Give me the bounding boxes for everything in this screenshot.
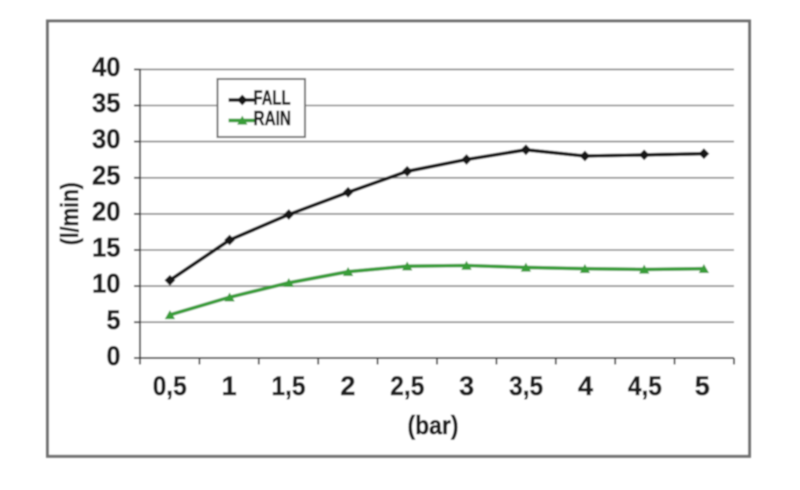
svg-text:30: 30 bbox=[92, 124, 121, 154]
svg-text:(l/min): (l/min) bbox=[56, 182, 84, 245]
svg-text:40: 40 bbox=[92, 52, 121, 82]
svg-text:3,5: 3,5 bbox=[509, 371, 543, 401]
svg-text:35: 35 bbox=[92, 88, 121, 118]
svg-text:4: 4 bbox=[578, 371, 593, 401]
svg-text:0: 0 bbox=[107, 341, 121, 371]
svg-text:FALL: FALL bbox=[254, 88, 291, 110]
svg-text:1,5: 1,5 bbox=[272, 371, 306, 401]
svg-text:RAIN: RAIN bbox=[254, 108, 292, 130]
svg-text:2,5: 2,5 bbox=[390, 371, 424, 401]
svg-text:3: 3 bbox=[459, 371, 474, 401]
svg-text:2: 2 bbox=[340, 371, 355, 401]
svg-text:4,5: 4,5 bbox=[628, 371, 662, 401]
svg-text:15: 15 bbox=[92, 233, 121, 263]
svg-text:5: 5 bbox=[107, 305, 121, 335]
svg-text:(bar): (bar) bbox=[408, 410, 459, 440]
svg-text:20: 20 bbox=[92, 197, 121, 227]
svg-text:10: 10 bbox=[92, 269, 121, 299]
svg-text:25: 25 bbox=[92, 160, 121, 190]
svg-text:1: 1 bbox=[222, 371, 237, 401]
svg-text:5: 5 bbox=[695, 371, 710, 401]
svg-text:0,5: 0,5 bbox=[153, 371, 187, 401]
